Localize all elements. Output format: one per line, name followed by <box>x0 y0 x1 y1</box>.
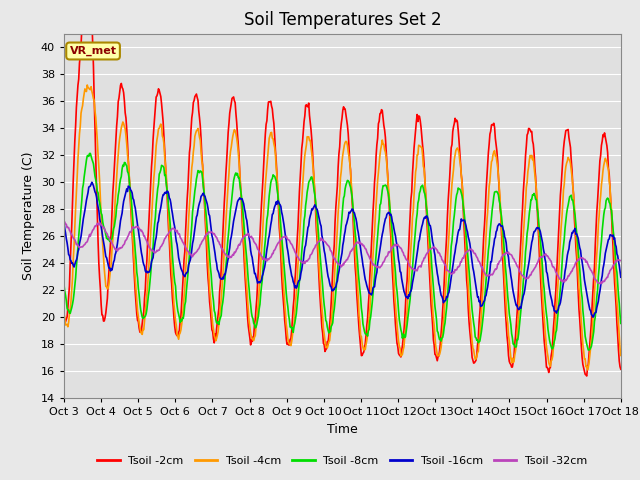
Line: Tsoil -32cm: Tsoil -32cm <box>64 221 621 284</box>
Tsoil -32cm <box>596 281 604 287</box>
Tsoil -32cm <box>70 236 78 242</box>
Tsoil -16cm <box>60 219 68 225</box>
X-axis label: Time: Time <box>327 423 358 436</box>
Tsoil -16cm <box>128 190 136 196</box>
Tsoil -8cm <box>185 262 193 267</box>
Tsoil -2cm <box>214 312 222 318</box>
Tsoil -32cm <box>127 228 135 234</box>
Legend: Tsoil -2cm, Tsoil -4cm, Tsoil -8cm, Tsoil -16cm, Tsoil -32cm: Tsoil -2cm, Tsoil -4cm, Tsoil -8cm, Tsoi… <box>93 451 592 470</box>
Tsoil -8cm <box>585 347 593 353</box>
Tsoil -16cm <box>589 314 596 320</box>
Tsoil -4cm <box>128 223 136 228</box>
Title: Soil Temperatures Set 2: Soil Temperatures Set 2 <box>244 11 441 29</box>
Y-axis label: Soil Temperature (C): Soil Temperature (C) <box>22 152 35 280</box>
Tsoil -8cm <box>617 321 625 326</box>
Tsoil -16cm <box>70 264 78 270</box>
Tsoil -4cm <box>428 281 435 287</box>
Tsoil -8cm <box>128 208 136 214</box>
Tsoil -4cm <box>185 216 193 221</box>
Tsoil -4cm <box>214 329 222 335</box>
Tsoil -8cm <box>60 282 68 288</box>
Tsoil -8cm <box>214 319 222 325</box>
Text: VR_met: VR_met <box>70 46 116 56</box>
Tsoil -4cm <box>617 352 625 358</box>
Tsoil -2cm <box>411 136 419 142</box>
Tsoil -2cm <box>185 167 193 173</box>
Tsoil -32cm <box>617 258 625 264</box>
Tsoil -32cm <box>410 267 418 273</box>
Tsoil -32cm <box>426 246 434 252</box>
Tsoil -8cm <box>86 151 94 156</box>
Tsoil -16cm <box>185 262 193 267</box>
Tsoil -2cm <box>428 302 435 308</box>
Line: Tsoil -8cm: Tsoil -8cm <box>64 154 621 350</box>
Line: Tsoil -4cm: Tsoil -4cm <box>64 85 621 370</box>
Tsoil -4cm <box>83 82 91 88</box>
Tsoil -32cm <box>60 218 68 224</box>
Tsoil -2cm <box>70 156 78 162</box>
Tsoil -16cm <box>411 266 419 272</box>
Tsoil -2cm <box>60 311 68 317</box>
Tsoil -4cm <box>60 311 68 316</box>
Tsoil -8cm <box>411 235 419 241</box>
Tsoil -4cm <box>411 182 419 188</box>
Tsoil -2cm <box>583 373 591 379</box>
Line: Tsoil -2cm: Tsoil -2cm <box>64 0 621 376</box>
Tsoil -4cm <box>584 367 591 373</box>
Tsoil -4cm <box>70 242 78 248</box>
Tsoil -16cm <box>428 227 435 233</box>
Tsoil -16cm <box>617 274 625 280</box>
Tsoil -2cm <box>128 230 136 236</box>
Line: Tsoil -16cm: Tsoil -16cm <box>64 182 621 317</box>
Tsoil -16cm <box>214 268 222 274</box>
Tsoil -32cm <box>214 236 221 242</box>
Tsoil -2cm <box>617 366 625 372</box>
Tsoil -16cm <box>88 180 96 185</box>
Tsoil -32cm <box>184 248 192 254</box>
Tsoil -8cm <box>70 290 78 296</box>
Tsoil -8cm <box>428 251 435 257</box>
